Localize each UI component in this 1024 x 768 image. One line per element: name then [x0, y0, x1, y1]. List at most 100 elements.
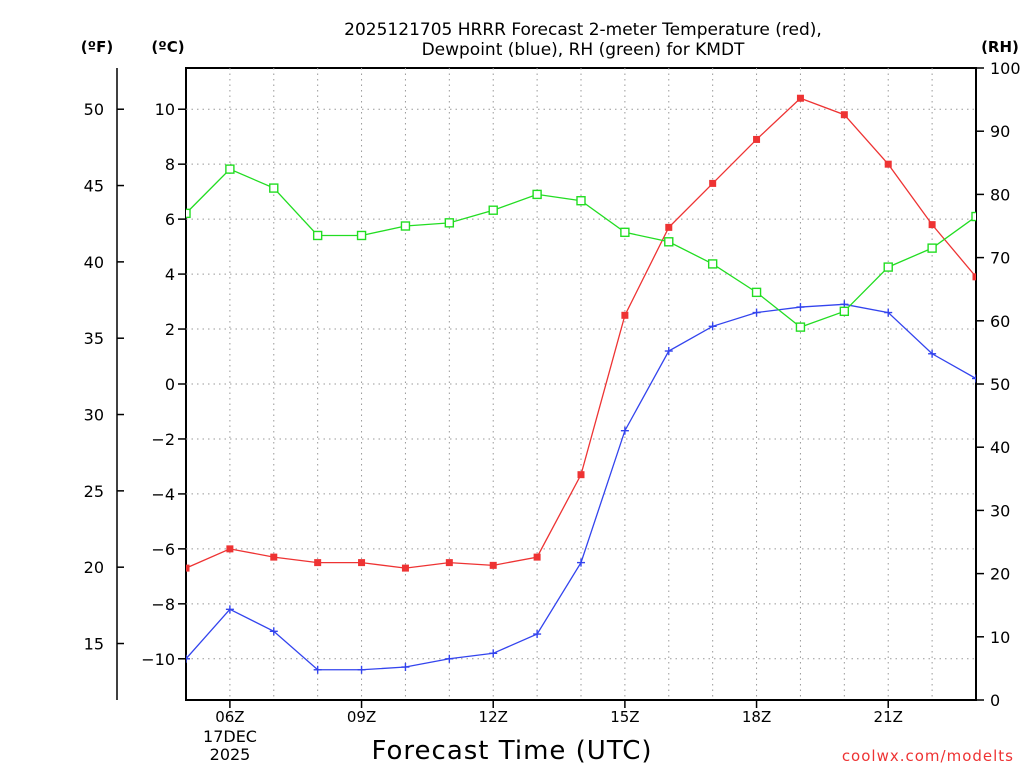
dewpoint-point — [972, 374, 976, 383]
x-tick-label: 21Z — [874, 708, 903, 726]
rh-point — [444, 218, 455, 228]
dewpoint-point — [708, 322, 717, 331]
date-year-label: 2025 — [210, 745, 251, 764]
rh-tick-label: 0 — [990, 691, 1000, 710]
rh-tick-label: 60 — [990, 312, 1010, 331]
temperature-point — [489, 561, 497, 569]
rh-tick-label: 50 — [990, 375, 1010, 394]
temperature-point — [709, 179, 717, 187]
rh-point — [532, 189, 542, 200]
temperature-point — [621, 311, 629, 319]
fahrenheit-tick-label: 25 — [84, 482, 104, 501]
rh-unit-label: (RH) — [981, 38, 1019, 56]
rh-tick-label: 20 — [990, 565, 1010, 584]
dewpoint-point — [401, 663, 410, 672]
x-tick-label: 06Z — [215, 708, 244, 726]
grid-lines — [186, 68, 976, 700]
temperature-point — [753, 135, 761, 143]
rh-point — [751, 287, 762, 298]
celsius-tick-label: 10 — [155, 100, 175, 119]
rh-point — [795, 322, 806, 332]
rh-tick-label: 90 — [990, 122, 1010, 141]
temperature-point — [928, 221, 936, 229]
temperature-point — [314, 559, 322, 567]
dewpoint-point — [533, 630, 542, 639]
celsius-tick-label: −4 — [151, 485, 175, 504]
temperature-point — [186, 564, 190, 572]
temperature-point — [445, 559, 453, 567]
celsius-tick-label: 6 — [165, 210, 175, 229]
celsius-tick-label: −8 — [151, 595, 175, 614]
temperature-point — [401, 564, 409, 572]
temperature-point — [270, 553, 278, 561]
x-tick-label: 12Z — [479, 708, 508, 726]
dewpoint-point — [884, 308, 893, 317]
date-day-label: 17DEC — [203, 727, 257, 746]
dewpoint-point — [225, 605, 234, 614]
celsius-tick-label: −10 — [141, 650, 175, 669]
dewpoint-point — [796, 303, 805, 312]
rh-point — [488, 205, 498, 215]
temperature-point — [840, 111, 848, 119]
series-layer — [186, 94, 976, 674]
rh-tick-label: 10 — [990, 628, 1010, 647]
rh-tick-label: 80 — [990, 185, 1010, 204]
series-dewpoint — [186, 300, 976, 674]
rh-point — [664, 237, 674, 247]
fahrenheit-unit-label: (ºF) — [81, 38, 113, 56]
dewpoint-point — [445, 654, 454, 663]
fahrenheit-tick-label: 35 — [84, 329, 104, 348]
x-axis-label: Forecast Time (UTC) — [371, 736, 652, 766]
rh-point — [883, 262, 893, 272]
dewpoint-point — [489, 649, 498, 658]
temperature-point — [796, 94, 804, 102]
rh-tick-label: 30 — [990, 501, 1010, 520]
dewpoint-point — [620, 426, 629, 435]
dewpoint-point — [313, 665, 322, 674]
rh-tick-label: 100 — [990, 59, 1021, 78]
dewpoint-point — [186, 654, 190, 663]
rh-point — [186, 208, 191, 219]
rh-point — [971, 211, 976, 222]
series-temperature — [186, 94, 976, 572]
dewpoint-point — [269, 627, 278, 636]
x-tick-label: 18Z — [742, 708, 771, 726]
chart-title-line2: Dewpoint (blue), RH (green) for KMDT — [422, 40, 745, 60]
celsius-tick-label: 2 — [165, 320, 175, 339]
temperature-point — [665, 223, 673, 231]
rh-point — [269, 183, 279, 193]
temperature-point — [358, 559, 366, 567]
temperature-point — [226, 545, 234, 553]
celsius-tick-label: −6 — [151, 540, 175, 559]
fahrenheit-tick-label: 40 — [84, 253, 104, 272]
temperature-point — [577, 471, 585, 479]
series-rh — [186, 164, 976, 332]
rh-tick-label: 70 — [990, 249, 1010, 268]
temperature-point — [972, 273, 976, 281]
rh-line — [186, 168, 976, 328]
rh-point — [927, 243, 937, 253]
rh-point — [707, 259, 718, 269]
rh-point — [576, 196, 586, 206]
rh-tick-label: 40 — [990, 438, 1010, 457]
celsius-unit-label: (ºC) — [151, 38, 184, 56]
dewpoint-point — [664, 347, 673, 356]
dewpoint-point — [357, 665, 366, 674]
dewpoint-point — [928, 349, 937, 358]
celsius-tick-label: 0 — [165, 375, 175, 394]
rh-point — [400, 221, 411, 231]
watermark: coolwx.com/modelts — [842, 747, 1014, 765]
chart-title-line1: 2025121705 HRRR Forecast 2-meter Tempera… — [344, 20, 822, 40]
rh-point — [839, 306, 850, 317]
fahrenheit-tick-label: 20 — [84, 558, 104, 577]
temperature-point — [533, 553, 541, 561]
rh-point — [620, 227, 630, 238]
axis-tick-labels: 06Z 09Z 12Z 15Z 18Z 21Z −10 −8 −6 −4 −2 0 2 4 6 8 10 15 20… — [84, 59, 1021, 726]
fahrenheit-tick-label: 30 — [84, 406, 104, 425]
fahrenheit-tick-label: 15 — [84, 635, 104, 654]
rh-point — [312, 230, 323, 241]
dewpoint-point — [577, 558, 585, 567]
fahrenheit-tick-label: 50 — [84, 100, 104, 119]
celsius-tick-label: −2 — [151, 430, 175, 449]
